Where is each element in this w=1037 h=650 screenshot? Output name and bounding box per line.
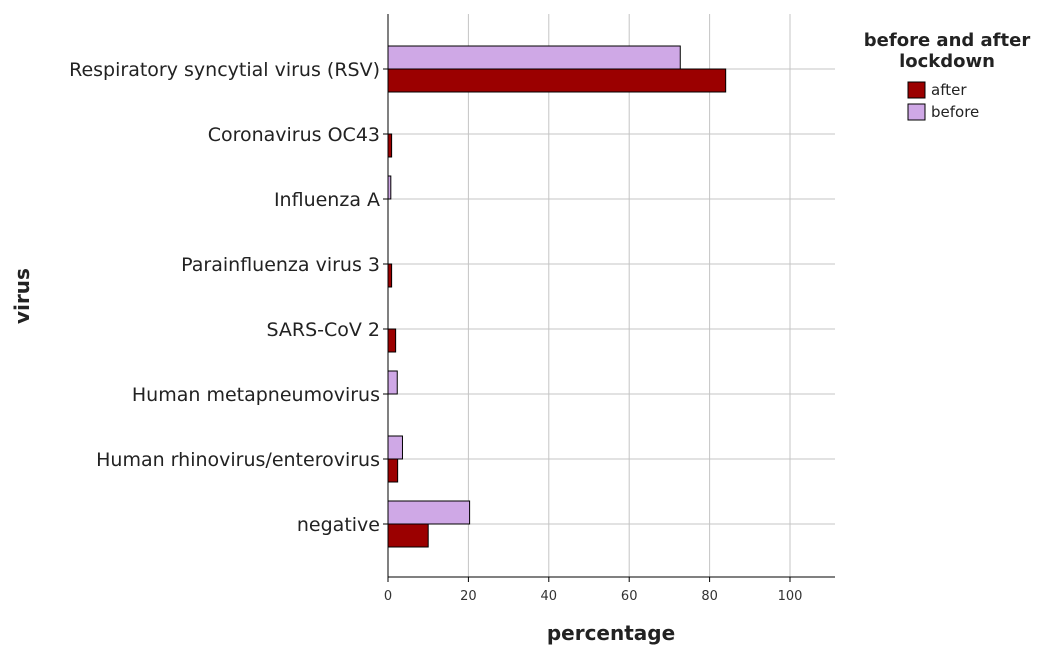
category-label: SARS-CoV 2 <box>266 319 380 341</box>
category-label: Parainfluenza virus 3 <box>181 254 380 276</box>
bar-after <box>387 263 393 288</box>
legend: before and after lockdown after before <box>864 30 1031 121</box>
x-tick-label: 40 <box>541 589 558 604</box>
bar-before <box>387 45 681 70</box>
x-tick-label: 0 <box>384 589 392 604</box>
category-label: Human metapneumovirus <box>132 384 380 406</box>
axes <box>387 14 835 578</box>
category-labels: Respiratory syncytial virus (RSV) Coronav… <box>69 59 380 536</box>
bar-before <box>387 435 403 460</box>
x-tick-label: 80 <box>701 589 718 604</box>
x-tick-label: 100 <box>778 589 803 604</box>
bar-after <box>387 523 429 548</box>
bar-after <box>387 68 727 93</box>
bar-after <box>387 458 399 483</box>
x-tick-label: 60 <box>621 589 638 604</box>
x-tick-labels: 0 20 40 60 80 100 <box>383 68 803 604</box>
bars <box>387 45 727 548</box>
legend-title-line-2: lockdown <box>899 51 995 72</box>
category-label: Coronavirus OC43 <box>208 124 380 146</box>
bar-after <box>387 328 397 353</box>
grid-lines <box>388 14 835 577</box>
legend-label-before: before <box>931 103 979 121</box>
x-axis-label: percentage <box>547 621 675 645</box>
legend-label-after: after <box>931 81 967 99</box>
legend-swatch-before <box>907 103 926 121</box>
legend-swatch-after <box>907 81 926 99</box>
category-label: Human rhinovirus/enterovirus <box>96 449 380 471</box>
y-axis-label: virus <box>10 268 34 324</box>
bar-after <box>387 133 393 158</box>
legend-title-line-1: before and after <box>864 30 1031 51</box>
x-tick-label: 20 <box>460 589 477 604</box>
bar-before <box>387 370 398 395</box>
category-label: negative <box>297 514 380 536</box>
legend-items: after before <box>907 81 979 121</box>
category-label: Influenza A <box>274 189 380 211</box>
bar-before <box>387 500 471 525</box>
category-label: Respiratory syncytial virus (RSV) <box>69 59 380 81</box>
